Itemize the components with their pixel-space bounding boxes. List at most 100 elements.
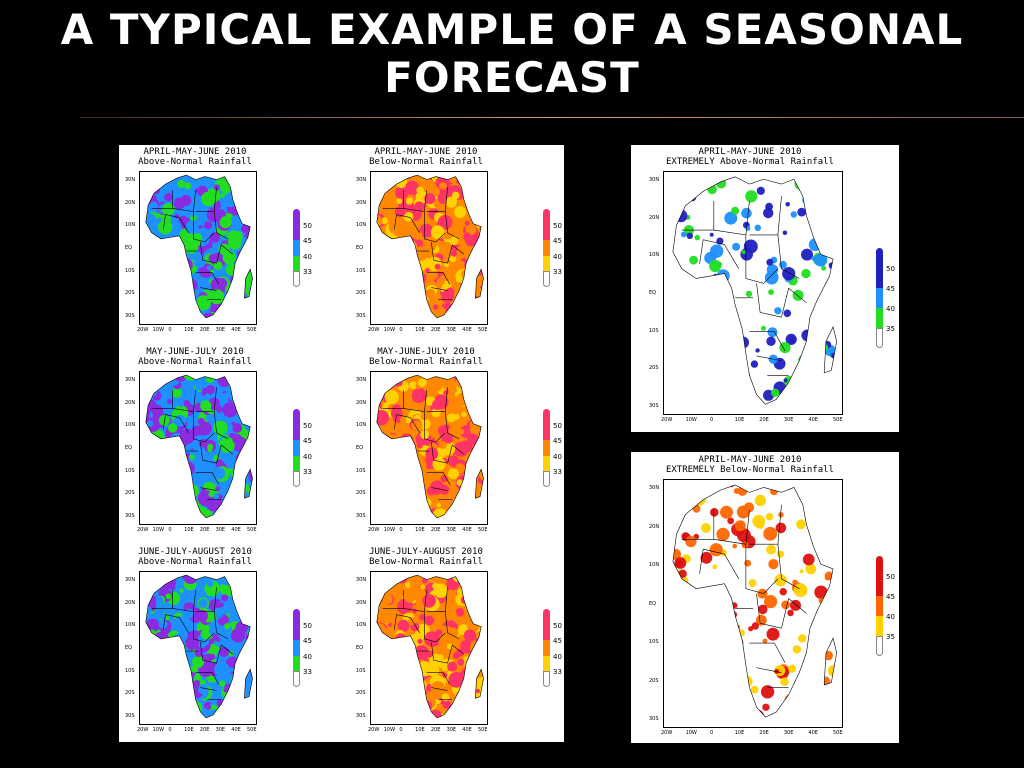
- map-3-legend-label: 40: [553, 452, 562, 461]
- map-4-lat-tick: 10S: [125, 667, 135, 674]
- map-4-lon-tick: 20E: [199, 727, 210, 733]
- map-1-lat-tick: 10S: [356, 267, 366, 274]
- map-3-legend-label: 50: [553, 421, 562, 430]
- map-5-legend-label: 33: [553, 668, 562, 677]
- map-1-map: [371, 172, 487, 324]
- map-5-title: JUNE-JULY-AUGUST 2010 Below-Normal Rainfa…: [352, 547, 500, 567]
- map-5-lat-tick: 30S: [356, 713, 366, 719]
- map-5-legend-swatch: [543, 671, 550, 687]
- map-1-lon-tick: 0: [399, 327, 403, 333]
- map-6-lon-tick: 10W: [685, 417, 697, 423]
- map-2-lat-tick: 10N: [125, 422, 136, 429]
- map-0-lon-tick: 10E: [184, 327, 194, 333]
- map-1-lon-tick: 20E: [430, 327, 441, 333]
- map-3-title-category: Below-Normal Rainfall: [369, 357, 483, 367]
- map-5-lon-tick: 30E: [446, 727, 457, 733]
- map-5-legend-swatch: [543, 655, 550, 672]
- map-0-lat-tick: EQ: [125, 245, 133, 251]
- map-2-lat-tick: 30S: [125, 513, 135, 519]
- map-2-legend-swatch: [293, 471, 300, 487]
- map-4-lon-tick: 30E: [215, 727, 226, 733]
- map-3-lat-tick: 30N: [356, 377, 367, 383]
- map-0-legend-label: 50: [303, 221, 312, 230]
- map-7-legend-label: 45: [886, 593, 895, 601]
- map-5-legend-swatch: [543, 640, 550, 656]
- map-3-legend-swatch: [543, 471, 550, 487]
- map-2-title-period: MAY-JUNE-JULY 2010: [146, 347, 244, 357]
- map-0-lon-tick: 30E: [215, 327, 226, 333]
- map-5-legend-swatch: [543, 609, 550, 625]
- map-1-title-period: APRIL-MAY-JUNE 2010: [374, 147, 478, 157]
- map-2-lon-tick: 0: [168, 527, 172, 533]
- title-line-1: A TYPICAL EXAMPLE OF A SEASONAL: [60, 5, 964, 54]
- map-7-legend-label: 50: [886, 573, 895, 581]
- map-7-lat-tick: 20S: [649, 677, 659, 684]
- map-7-lon-tick: 10W: [685, 730, 697, 736]
- map-1-legend-label: 40: [553, 252, 562, 261]
- map-6-lat-tick: 10N: [649, 252, 660, 259]
- map-0-map-frame: [139, 171, 257, 325]
- map-4-lat-tick: EQ: [125, 645, 133, 651]
- map-6-legend-swatch: [876, 288, 883, 308]
- map-2-lat-tick: EQ: [125, 445, 133, 451]
- map-7-lat-tick: 10S: [649, 639, 659, 645]
- map-1-legend-swatch: [543, 224, 550, 241]
- map-5-legend-label: 50: [553, 621, 562, 630]
- map-6-lon-tick: 30E: [783, 417, 794, 423]
- map-7-title-category: EXTREMELY Below-Normal Rainfall: [666, 465, 834, 475]
- map-3-legend-swatch: [543, 424, 550, 441]
- map-0-legend-swatch: [293, 240, 300, 256]
- map-0-legend-swatch: [293, 209, 300, 225]
- map-3-map-frame: [370, 371, 488, 525]
- map-2-lat-tick: 20N: [125, 399, 136, 406]
- map-0-title-period: APRIL-MAY-JUNE 2010: [143, 147, 247, 157]
- map-0-lat-tick: 10N: [125, 222, 136, 229]
- map-1-lon-tick: 30E: [446, 327, 457, 333]
- map-3-legend-swatch: [543, 440, 550, 456]
- map-1-lat-tick: 20N: [356, 199, 367, 206]
- map-0-lon-tick: 20W: [137, 327, 149, 333]
- map-1-lat-tick: 30S: [356, 313, 366, 319]
- map-0-lon-tick: 0: [168, 327, 172, 333]
- map-4-map: [140, 572, 256, 724]
- map-3-title-period: MAY-JUNE-JULY 2010: [377, 347, 475, 357]
- map-7-legend-label: 35: [886, 633, 895, 641]
- map-4-lon-tick: 40E: [231, 727, 241, 733]
- map-6-lat-tick: 20N: [649, 214, 660, 221]
- map-2-legend-swatch: [293, 440, 300, 456]
- map-0-lon-tick: 40E: [231, 327, 241, 333]
- map-5-lat-tick: 20N: [356, 599, 367, 606]
- map-3-lat-tick: 10S: [356, 467, 366, 474]
- map-0-lat-tick: 20N: [125, 199, 136, 206]
- map-6-title-period: APRIL-MAY-JUNE 2010: [698, 147, 802, 157]
- map-5-lon-tick: 50E: [478, 727, 488, 733]
- map-2-legend-swatch: [293, 424, 300, 441]
- map-4-legend-swatch: [293, 609, 300, 625]
- map-1-title: APRIL-MAY-JUNE 2010 Below-Normal Rainfall: [352, 147, 500, 167]
- map-2-lon-tick: 30E: [215, 527, 226, 533]
- map-6-lat-tick: 30S: [649, 403, 659, 409]
- map-2-legend-label: 40: [303, 452, 312, 461]
- map-5-lon-tick: 20E: [430, 727, 441, 733]
- map-4-lat-tick: 10N: [125, 622, 136, 629]
- map-1-lon-tick: 10E: [415, 327, 425, 333]
- map-1-lon-tick: 20W: [368, 327, 380, 333]
- map-5-legend-label: 40: [553, 652, 562, 661]
- map-7-legend-swatch: [876, 636, 883, 656]
- map-7-lon-tick: 10E: [734, 730, 745, 736]
- map-7-lat-tick: 20N: [649, 523, 660, 530]
- map-1-legend-swatch: [543, 209, 550, 225]
- map-4-legend-label: 50: [303, 621, 312, 630]
- map-3-map: [371, 372, 487, 524]
- map-6-legend-swatch: [876, 248, 883, 268]
- map-6-lon-tick: 0: [710, 417, 714, 423]
- map-7-legend-swatch: [876, 596, 883, 616]
- map-7-lat-tick: 10N: [649, 562, 660, 568]
- map-7-legend-swatch: [876, 576, 883, 596]
- map-3-legend-swatch: [543, 455, 550, 472]
- slide-title: A TYPICAL EXAMPLE OF A SEASONAL FORECAST: [0, 6, 1024, 102]
- map-2-lon-tick: 10E: [184, 527, 194, 533]
- map-6-lat-tick: 20S: [649, 365, 659, 372]
- map-4-legend-label: 40: [303, 652, 312, 661]
- map-4-legend-swatch: [293, 640, 300, 656]
